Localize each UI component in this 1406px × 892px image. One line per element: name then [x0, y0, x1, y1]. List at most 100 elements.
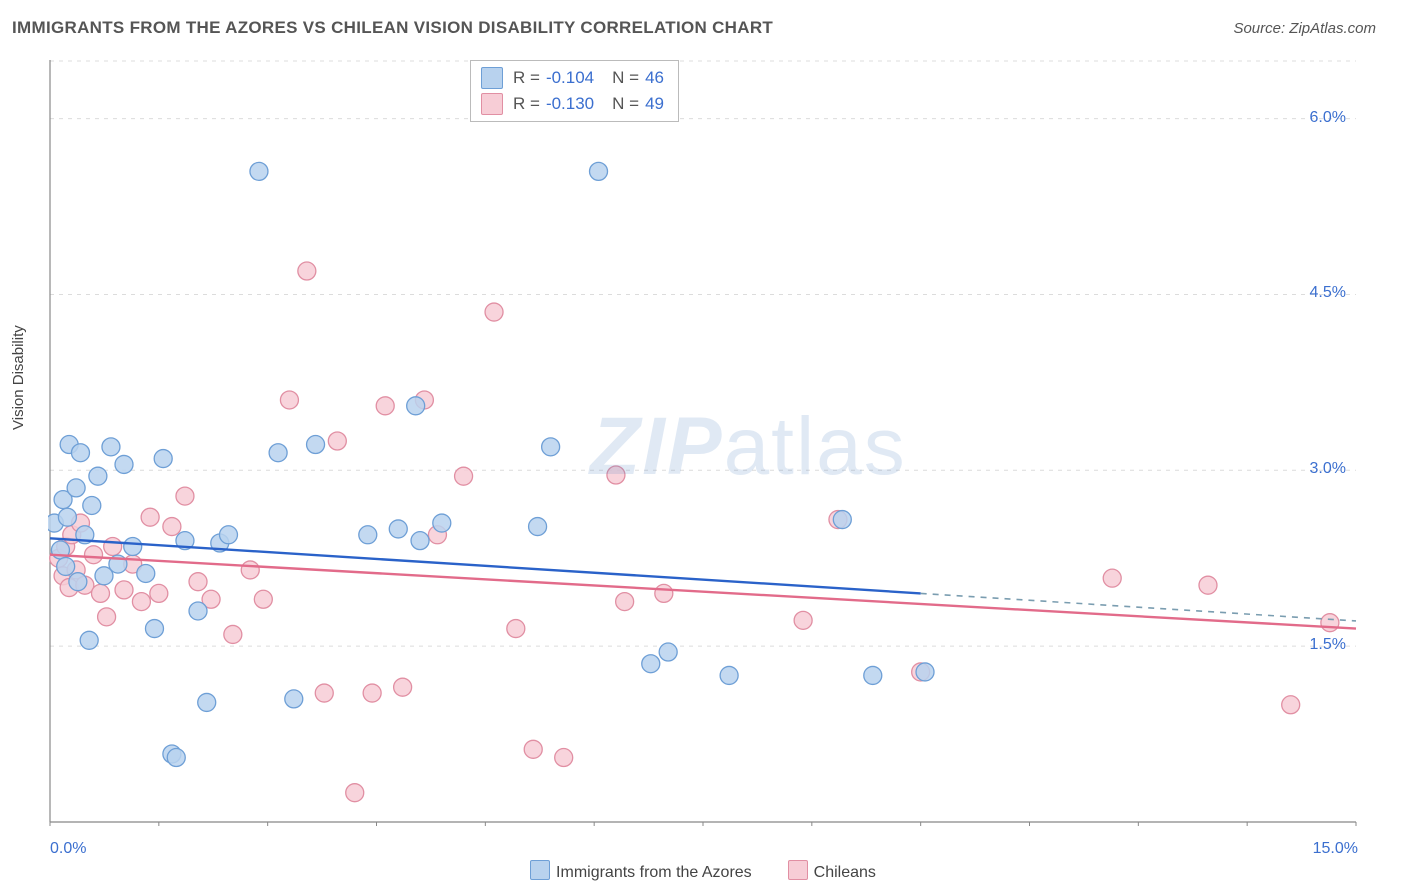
azores-point: [69, 573, 87, 591]
chileans-point: [524, 740, 542, 758]
stat-legend-row: R = -0.130 N = 49: [481, 91, 668, 117]
stat-swatch: [481, 67, 503, 89]
chileans-point: [507, 620, 525, 638]
chileans-point: [616, 593, 634, 611]
azores-point: [115, 455, 133, 473]
chileans-point: [655, 584, 673, 602]
azores-point: [89, 467, 107, 485]
chileans-point: [1103, 569, 1121, 587]
azores-point: [307, 436, 325, 454]
stat-n-value: 46: [645, 68, 664, 88]
chileans-point: [394, 678, 412, 696]
azores-point: [71, 444, 89, 462]
legend-item: Chileans: [788, 864, 876, 881]
chileans-point: [85, 546, 103, 564]
stat-r-value: -0.130: [546, 94, 594, 114]
azores-point: [590, 162, 608, 180]
chileans-trendline: [50, 555, 1356, 629]
legend-label: Chileans: [814, 864, 876, 881]
chart-container: IMMIGRANTS FROM THE AZORES VS CHILEAN VI…: [0, 0, 1406, 892]
azores-point: [407, 397, 425, 415]
chileans-point: [607, 466, 625, 484]
stat-n-value: 49: [645, 94, 664, 114]
azores-point: [67, 479, 85, 497]
azores-point: [219, 526, 237, 544]
azores-point: [145, 620, 163, 638]
y-tick-label: 1.5%: [1310, 636, 1346, 654]
chileans-point: [241, 561, 259, 579]
chileans-point: [455, 467, 473, 485]
azores-point: [80, 631, 98, 649]
source-label: Source: ZipAtlas.com: [1233, 20, 1376, 37]
azores-point: [411, 532, 429, 550]
chart-title: IMMIGRANTS FROM THE AZORES VS CHILEAN VI…: [12, 18, 773, 38]
azores-point: [189, 602, 207, 620]
stat-legend: R = -0.104 N = 46 R = -0.130 N = 49: [470, 60, 679, 122]
chileans-point: [150, 584, 168, 602]
azores-point: [124, 538, 142, 556]
chileans-point: [1321, 614, 1339, 632]
azores-point: [542, 438, 560, 456]
chileans-point: [115, 581, 133, 599]
azores-point: [58, 508, 76, 526]
y-tick-label: 4.5%: [1310, 284, 1346, 302]
azores-point: [102, 438, 120, 456]
legend-label: Immigrants from the Azores: [556, 864, 752, 881]
chileans-point: [176, 487, 194, 505]
chileans-point: [91, 584, 109, 602]
chileans-point: [1199, 576, 1217, 594]
chileans-point: [315, 684, 333, 702]
stat-swatch: [481, 93, 503, 115]
chileans-point: [363, 684, 381, 702]
stat-r-label: R =: [513, 94, 540, 114]
azores-point: [137, 564, 155, 582]
azores-point: [167, 749, 185, 767]
stat-n-label: N =: [612, 94, 639, 114]
chileans-point: [794, 611, 812, 629]
azores-point: [389, 520, 407, 538]
stat-r-label: R =: [513, 68, 540, 88]
chileans-point: [189, 573, 207, 591]
azores-point: [198, 693, 216, 711]
y-tick-label: 3.0%: [1310, 460, 1346, 478]
azores-point: [250, 162, 268, 180]
stat-n-label: N =: [612, 68, 639, 88]
chileans-point: [328, 432, 346, 450]
azores-point: [833, 511, 851, 529]
chileans-point: [141, 508, 159, 526]
azores-point: [642, 655, 660, 673]
stat-r-value: -0.104: [546, 68, 594, 88]
chileans-point: [1282, 696, 1300, 714]
azores-point: [359, 526, 377, 544]
series-legend: Immigrants from the Azores Chileans: [0, 860, 1406, 882]
chileans-point: [132, 593, 150, 611]
azores-point: [83, 496, 101, 514]
azores-point: [269, 444, 287, 462]
y-axis-label: Vision Disability: [10, 325, 27, 430]
stat-legend-row: R = -0.104 N = 46: [481, 65, 668, 91]
chileans-point: [346, 784, 364, 802]
chileans-point: [254, 590, 272, 608]
x-axis-max-label: 15.0%: [1313, 840, 1358, 858]
legend-swatch: [530, 860, 550, 880]
chileans-point: [163, 518, 181, 536]
azores-point: [659, 643, 677, 661]
azores-point: [864, 666, 882, 684]
scatter-plot: [48, 56, 1358, 826]
chileans-point: [104, 538, 122, 556]
chileans-point: [298, 262, 316, 280]
chileans-point: [224, 625, 242, 643]
x-axis-min-label: 0.0%: [50, 840, 86, 858]
azores-point: [529, 518, 547, 536]
legend-swatch: [788, 860, 808, 880]
azores-point: [433, 514, 451, 532]
azores-point: [720, 666, 738, 684]
chileans-point: [376, 397, 394, 415]
azores-point: [285, 690, 303, 708]
legend-item: Immigrants from the Azores: [530, 864, 752, 881]
chileans-point: [98, 608, 116, 626]
azores-point: [57, 557, 75, 575]
azores-point: [916, 663, 934, 681]
chileans-point: [485, 303, 503, 321]
chileans-point: [555, 749, 573, 767]
